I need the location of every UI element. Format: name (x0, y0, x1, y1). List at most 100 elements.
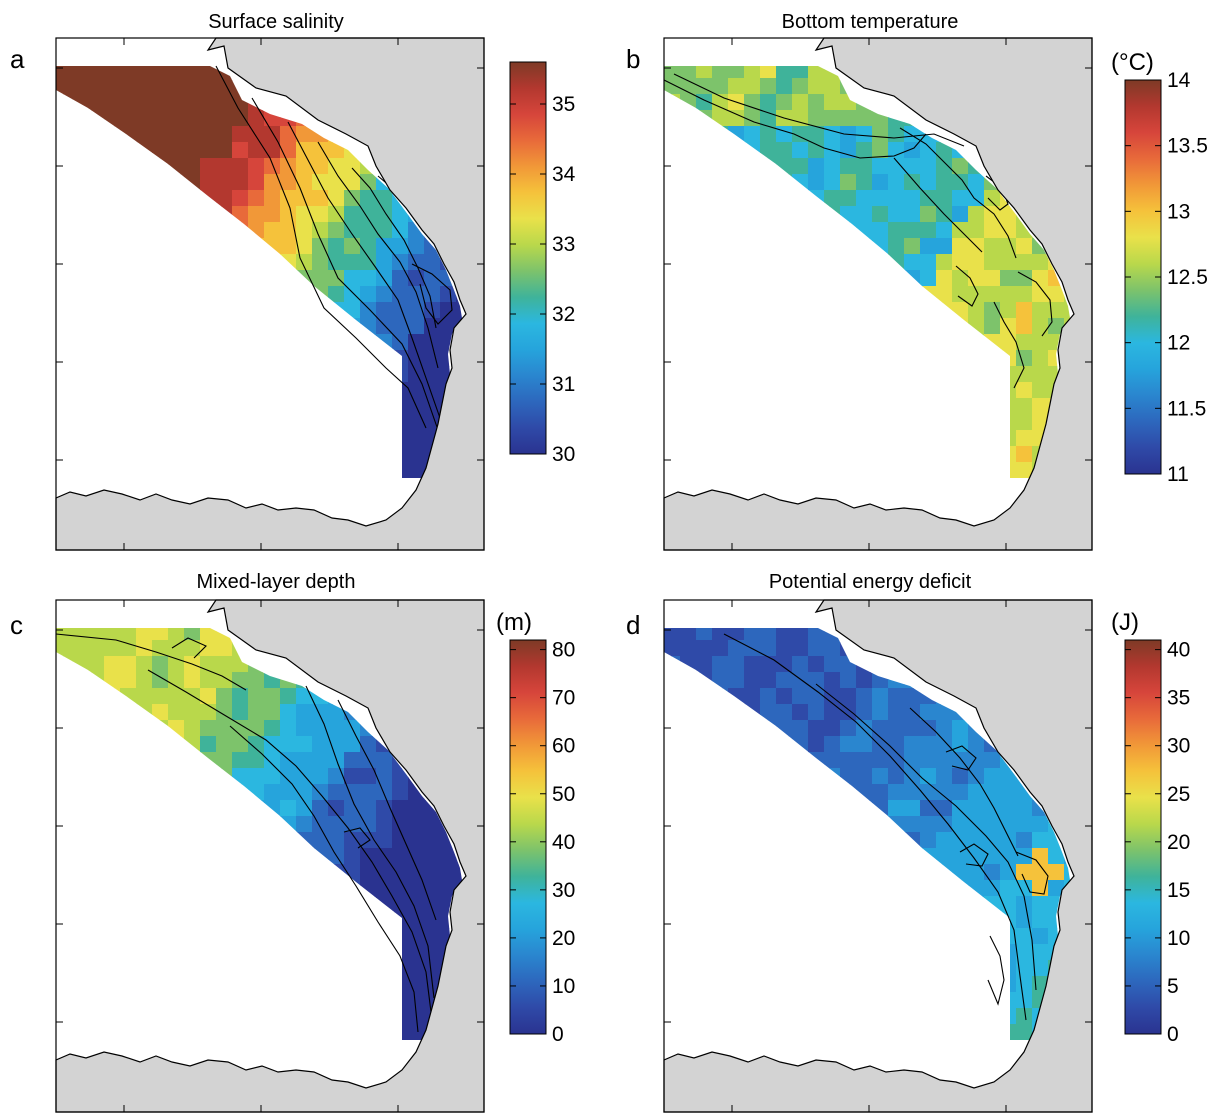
data-cell (856, 688, 873, 705)
data-cell (712, 628, 729, 641)
data-cell (56, 640, 73, 657)
contour-lines (663, 73, 1053, 389)
data-cell (408, 254, 425, 271)
data-cell (280, 688, 297, 705)
data-cell (872, 720, 889, 737)
data-cell (264, 768, 281, 785)
data-cell (424, 286, 441, 303)
data-cell (296, 158, 313, 175)
data-cell (408, 382, 425, 399)
data-cell (1016, 334, 1033, 351)
data-cell (232, 158, 249, 175)
data-cell (792, 94, 809, 111)
data-cell (440, 286, 457, 303)
data-cell (200, 94, 217, 111)
data-cell (344, 158, 361, 175)
data-cell (376, 752, 393, 769)
data-cell (200, 78, 217, 95)
data-cell (904, 800, 921, 817)
data-cell (168, 78, 185, 95)
data-cell (184, 704, 201, 721)
data-cell (728, 656, 745, 673)
data-cell (968, 784, 985, 801)
data-cell (408, 318, 425, 335)
data-cell (1000, 254, 1017, 271)
data-cell (136, 688, 153, 705)
data-cell (1032, 832, 1049, 849)
data-cell (360, 174, 377, 191)
data-cell (392, 864, 409, 881)
map-ticks (664, 38, 1092, 550)
data-cell (360, 270, 377, 287)
data-cell (408, 960, 425, 977)
data-cell (88, 78, 105, 95)
data-cell (408, 350, 425, 367)
data-cell (328, 736, 345, 753)
data-cell (968, 768, 985, 785)
colorbar: 30 31 32 33 34 35 (509, 61, 576, 466)
data-cell (952, 816, 969, 833)
data-cell (1032, 960, 1049, 977)
data-cell (392, 286, 409, 303)
data-cell (984, 816, 1001, 833)
data-cell (376, 768, 393, 785)
data-cell (888, 126, 905, 143)
data-cell (408, 462, 425, 478)
data-cell (1048, 286, 1065, 303)
data-cell (872, 768, 889, 785)
data-cell (120, 672, 137, 689)
data-cell (936, 816, 953, 833)
contour-line (305, 685, 435, 999)
contour-line (1015, 851, 1049, 895)
data-cell (888, 736, 905, 753)
data-cell (424, 928, 441, 945)
data-cell (824, 126, 841, 143)
data-cell (888, 158, 905, 175)
data-cell (280, 736, 297, 753)
colorbar-tick-label: 25 (1167, 783, 1190, 806)
data-cell (392, 880, 409, 897)
data-cell (984, 848, 1001, 865)
contour-line (673, 73, 965, 147)
data-cell (328, 174, 345, 191)
data-cell (1000, 880, 1017, 897)
data-cell (248, 688, 265, 705)
data-cell (984, 190, 1001, 207)
contour-line (959, 843, 989, 867)
data-cell (168, 110, 185, 127)
data-cell (344, 768, 361, 785)
data-cell (936, 768, 953, 785)
data-cell (952, 784, 969, 801)
data-cell (456, 864, 462, 881)
data-cell (248, 190, 265, 207)
data-cell (936, 238, 953, 255)
data-cell (776, 704, 793, 721)
data-cell (872, 158, 889, 175)
data-cell (168, 628, 185, 641)
data-cell (392, 302, 409, 319)
data-cell (984, 768, 1001, 785)
data-cell (808, 688, 825, 705)
data-cell (1016, 928, 1033, 945)
data-cell (232, 142, 249, 159)
data-cell (840, 704, 857, 721)
data-cell (296, 816, 313, 833)
data-cell (1016, 254, 1033, 271)
data-cell (776, 640, 793, 657)
data-cell (872, 688, 889, 705)
data-cell (408, 446, 425, 463)
data-cell (232, 126, 249, 143)
data-cell (168, 94, 185, 111)
data-cell (232, 688, 249, 705)
data-cell (920, 816, 937, 833)
data-cell (152, 640, 169, 657)
data-cell (56, 628, 73, 641)
data-cell (760, 94, 777, 111)
contour-line (317, 141, 439, 369)
data-cell (216, 94, 233, 111)
data-cell (792, 704, 809, 721)
data-cell (392, 222, 409, 239)
data-cell (248, 206, 265, 223)
data-cell (792, 640, 809, 657)
contour-line (893, 157, 983, 253)
